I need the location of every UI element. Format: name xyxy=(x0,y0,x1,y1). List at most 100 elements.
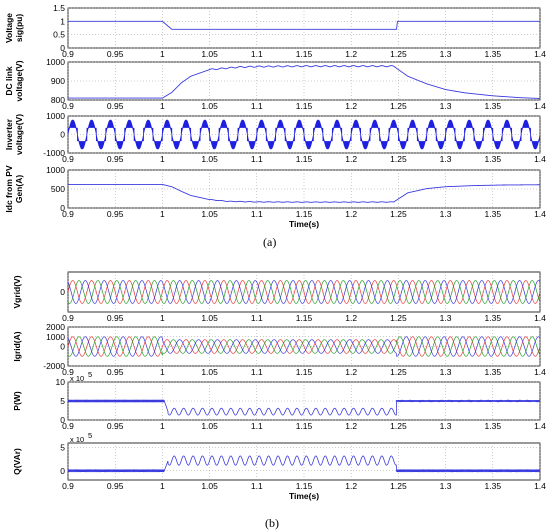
x-tick-label: 1.4 xyxy=(534,421,546,431)
x-tick-label: 1 xyxy=(160,101,165,111)
x-tick-label: 1.25 xyxy=(390,313,407,323)
subplot-6: 0.9 0.95 1 1.05 1.1 1.15 1.2 1.25 1.3 1.35 1.4 -200… xyxy=(12,322,546,377)
x-axis-label: Time(s) xyxy=(289,491,319,501)
y-tick-label: 900 xyxy=(51,76,65,86)
series-line xyxy=(68,119,540,150)
series-line-phase-2 xyxy=(68,280,540,304)
x-tick-label: 1.35 xyxy=(485,154,502,164)
x-tick-label: 1.15 xyxy=(296,49,313,59)
y-tick-label: 10 xyxy=(56,377,66,387)
x-tick-label: 1.3 xyxy=(440,209,452,219)
x-tick-label: 0.95 xyxy=(107,101,124,111)
y-tick-label: 1000 xyxy=(46,57,65,67)
x-tick-label: 1.25 xyxy=(390,367,407,377)
y-exponent-power: 5 xyxy=(88,370,92,379)
y-tick-label: 0 xyxy=(60,466,65,476)
x-tick-label: 1 xyxy=(160,367,165,377)
x-tick-label: 1 xyxy=(160,209,165,219)
x-tick-label: 1.1 xyxy=(251,154,263,164)
x-tick-label: 1.2 xyxy=(345,49,357,59)
x-tick-label: 1.2 xyxy=(345,421,357,431)
x-tick-label: 0.95 xyxy=(107,421,124,431)
series-line xyxy=(68,65,540,99)
y-tick-label: 0 xyxy=(60,43,65,53)
x-tick-label: 1.3 xyxy=(440,49,452,59)
x-tick-label: 0.95 xyxy=(107,154,124,164)
y-axis-label: Voltage xyxy=(4,13,14,43)
plot-area xyxy=(68,20,540,30)
x-tick-label: 1.4 xyxy=(534,367,546,377)
x-tick-label: 1.1 xyxy=(251,421,263,431)
series-line xyxy=(68,20,540,30)
plot-area xyxy=(68,336,540,357)
y-tick-label: 1000 xyxy=(46,165,65,175)
x-tick-label: 1.25 xyxy=(390,49,407,59)
y-axis-label: Gen(A) xyxy=(14,175,24,204)
series-line-phase-1 xyxy=(68,336,540,357)
x-tick-label: 0.9 xyxy=(62,154,74,164)
series-line-phase-2 xyxy=(68,336,540,357)
x-tick-label: 1.4 xyxy=(534,481,546,491)
y-axis-label: Igrid(A) xyxy=(12,331,22,361)
x-tick-label: 0.9 xyxy=(62,367,74,377)
x-tick-label: 1.4 xyxy=(534,101,546,111)
x-tick-label: 1.15 xyxy=(296,421,313,431)
x-tick-label: 0.95 xyxy=(107,313,124,323)
y-axis-label: voltage(V) xyxy=(14,60,24,101)
x-tick-label: 1 xyxy=(160,154,165,164)
y-tick-label: 1000 xyxy=(46,332,65,342)
x-tick-label: 0.9 xyxy=(62,421,74,431)
x-tick-label: 1.4 xyxy=(534,154,546,164)
x-tick-label: 1.2 xyxy=(345,209,357,219)
x-tick-label: 1.15 xyxy=(296,154,313,164)
y-tick-label: 5 xyxy=(60,443,65,453)
x-tick-label: 1.2 xyxy=(345,481,357,491)
y-axis-label: Vgrid(V) xyxy=(12,275,22,308)
plot-area xyxy=(68,455,540,473)
x-tick-label: 1.25 xyxy=(390,481,407,491)
x-tick-label: 1.3 xyxy=(440,154,452,164)
x-tick-label: 1.35 xyxy=(485,481,502,491)
subplot-7: 0.9 0.95 1 1.05 1.1 1.15 1.2 1.25 1.3 1.35 1.40510… xyxy=(12,370,546,431)
x-tick-label: 1.05 xyxy=(201,367,218,377)
x-tick-label: 1.1 xyxy=(251,313,263,323)
x-tick-label: 1.2 xyxy=(345,154,357,164)
y-axis-label: Inverter xyxy=(4,118,14,150)
x-tick-label: 1.15 xyxy=(296,209,313,219)
subplot-5: 0.9 0.95 1 1.05 1.1 1.15 1.2 1.25 1.3 1.35 1.4 0 Vgr… xyxy=(12,271,546,323)
y-tick-label: 800 xyxy=(51,95,65,105)
y-tick-label: 0 xyxy=(60,342,65,352)
x-tick-label: 0.95 xyxy=(107,209,124,219)
x-tick-label: 1.1 xyxy=(251,367,263,377)
x-tick-label: 1.15 xyxy=(296,367,313,377)
plot-area xyxy=(68,183,540,203)
x-tick-label: 1.15 xyxy=(296,313,313,323)
x-tick-label: 1.1 xyxy=(251,481,263,491)
y-tick-label: 500 xyxy=(51,184,65,194)
plot-area xyxy=(68,399,540,416)
x-tick-label: 0.95 xyxy=(107,481,124,491)
panel-label-a: (a) xyxy=(263,235,276,249)
x-tick-label: 1.4 xyxy=(534,49,546,59)
x-tick-label: 1.25 xyxy=(390,101,407,111)
series-line-phase-3 xyxy=(68,336,540,357)
x-tick-label: 1.05 xyxy=(201,313,218,323)
y-axis-label: DC link xyxy=(4,66,14,96)
y-tick-label: 1000 xyxy=(46,111,65,121)
x-tick-label: 0.95 xyxy=(107,49,124,59)
y-tick-label: 1 xyxy=(60,16,65,26)
y-axis-label: P(W) xyxy=(12,391,22,411)
y-tick-label: 0 xyxy=(60,203,65,213)
x-tick-label: 1.15 xyxy=(296,481,313,491)
y-axis-label: voltage(V) xyxy=(14,114,24,155)
x-tick-label: 1.35 xyxy=(485,367,502,377)
x-tick-label: 1.35 xyxy=(485,209,502,219)
y-tick-label: 0 xyxy=(60,130,65,140)
x-tick-label: 0.9 xyxy=(62,313,74,323)
subplot-4: 0.9 0.95 1 1.05 1.1 1.15 1.2 1.25 1.3 1.35 1.4 0 500… xyxy=(4,165,546,229)
x-tick-label: 1.05 xyxy=(201,481,218,491)
plot-area xyxy=(68,280,540,304)
x-tick-label: 1 xyxy=(160,481,165,491)
x-tick-label: 1.35 xyxy=(485,313,502,323)
